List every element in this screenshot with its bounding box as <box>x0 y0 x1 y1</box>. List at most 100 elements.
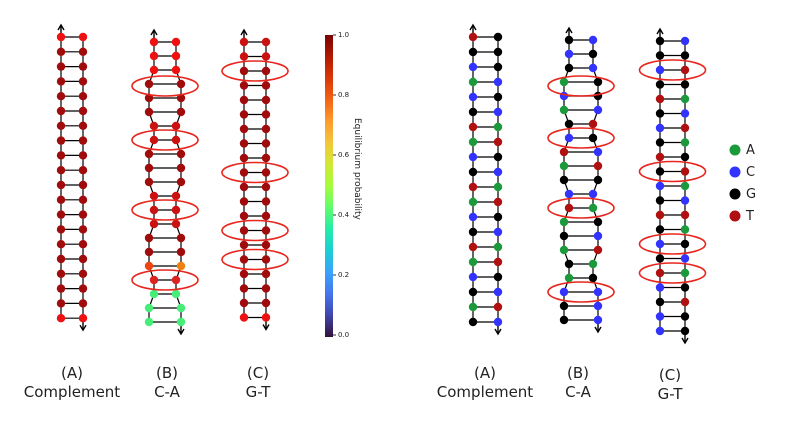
right-a-nucleotide <box>493 182 503 192</box>
left-a-nucleotide <box>56 106 66 116</box>
right-a-nucleotide <box>468 287 478 297</box>
right-b-nucleotide <box>564 273 574 283</box>
left-c-nucleotide <box>239 124 249 134</box>
right-a-nucleotide <box>468 122 478 132</box>
left-a-nucleotide <box>78 77 88 86</box>
right-b-nucleotide <box>559 105 569 115</box>
left-a-nucleotide <box>56 180 66 190</box>
right-c-nucleotide <box>680 167 690 176</box>
colorbar-tick: 0.0 <box>338 331 350 339</box>
left-c-nucleotide <box>239 269 249 279</box>
left-b-nucleotide <box>176 261 186 271</box>
colorbar-title: Equilibrium probability <box>352 118 362 220</box>
right-b-nucleotide <box>559 77 569 87</box>
right-c-nucleotide <box>655 268 665 278</box>
left-a-nucleotide <box>56 62 66 71</box>
left-a-nucleotide <box>56 77 66 86</box>
left-a-nucleotide <box>56 136 66 145</box>
left-a-nucleotide <box>56 121 66 130</box>
left-b-mismatch-ring <box>131 129 199 151</box>
right-b-nucleotide <box>588 35 598 45</box>
left-b-nucleotide <box>149 135 159 145</box>
right-c-nucleotide <box>655 181 665 191</box>
left-label-ca: (B) C-A <box>154 364 180 401</box>
right-b-mismatch-ring <box>547 197 615 219</box>
left-c-nucleotide <box>261 168 271 177</box>
left-b-nucleotide <box>176 107 186 117</box>
right-b-nucleotide <box>588 133 598 143</box>
right-a-nucleotide <box>493 302 503 312</box>
left-b-nucleotide <box>149 65 159 75</box>
right-a-nucleotide <box>468 77 478 87</box>
left-c-nucleotide <box>261 240 271 250</box>
left-b-nucleotide <box>144 303 154 313</box>
right-a-nucleotide <box>468 92 478 102</box>
legend-label-t: T <box>746 209 754 224</box>
left-a-nucleotide <box>78 47 88 56</box>
colorbar-tick: 0.8 <box>338 91 350 99</box>
left-c-nucleotide <box>239 284 249 293</box>
left-c-nucleotide <box>261 211 271 221</box>
left-c-nucleotide <box>239 37 249 47</box>
right-c-nucleotide <box>680 152 690 162</box>
right-c-nucleotide <box>680 181 690 191</box>
right-b-nucleotide <box>564 119 574 129</box>
left-a-nucleotide <box>56 254 66 264</box>
left-b-nucleotide <box>144 233 154 243</box>
left-a-nucleotide <box>56 92 66 101</box>
left-b-nucleotide <box>144 107 154 117</box>
right-c-nucleotide <box>655 210 665 220</box>
left-c-nucleotide <box>239 110 249 119</box>
left-c-nucleotide <box>239 240 249 250</box>
right-b-nucleotide <box>588 63 598 73</box>
left-a-nucleotide <box>78 166 88 175</box>
right-c-nucleotide <box>680 80 690 89</box>
right-c-nucleotide <box>680 123 690 133</box>
left-b-arrowhead-down <box>177 328 185 336</box>
left-a-nucleotide <box>56 32 66 42</box>
right-c-nucleotide <box>680 36 690 46</box>
left-c-nucleotide <box>239 197 249 206</box>
right-b-nucleotide <box>593 301 603 311</box>
right-b-nucleotide <box>588 203 598 213</box>
right-a-nucleotide <box>468 272 478 282</box>
left-c-nucleotide <box>261 110 271 119</box>
left-b-nucleotide <box>171 121 181 131</box>
left-b-nucleotide <box>149 275 159 285</box>
left-a-nucleotide <box>78 210 88 219</box>
left-c-arrowhead-up <box>240 28 248 36</box>
legend-marker-g <box>729 188 741 200</box>
left-c-nucleotide <box>261 313 271 322</box>
colorbar <box>325 35 333 337</box>
right-b-nucleotide <box>564 49 574 59</box>
left-a-nucleotide <box>56 269 66 278</box>
left-b-nucleotide <box>144 149 154 159</box>
right-c-nucleotide <box>655 239 665 249</box>
left-b-nucleotide <box>149 37 159 47</box>
right-b-nucleotide <box>588 273 598 283</box>
right-c-mismatch-ring <box>638 59 707 81</box>
right-c-nucleotide <box>680 196 690 205</box>
right-b-nucleotide <box>593 315 603 325</box>
right-c-nucleotide <box>655 94 665 104</box>
left-b-arrowhead-up <box>150 28 158 36</box>
right-c-nucleotide <box>680 312 690 321</box>
left-b-nucleotide <box>144 317 154 327</box>
right-c-nucleotide <box>655 80 665 89</box>
legend-marker-c <box>729 166 741 178</box>
right-c-nucleotide <box>655 254 665 263</box>
left-a-nucleotide <box>78 180 88 190</box>
left-b-nucleotide <box>144 163 154 173</box>
right-a-nucleotide <box>468 62 478 72</box>
right-label-gt: (C) G-T <box>657 366 683 403</box>
left-a-nucleotide <box>78 121 88 130</box>
left-c-nucleotide <box>261 284 271 293</box>
right-c-nucleotide <box>655 109 665 118</box>
left-b-nucleotide <box>144 177 154 187</box>
left-a-nucleotide <box>78 195 88 204</box>
right-b-nucleotide <box>559 91 569 101</box>
right-b-nucleotide <box>588 49 598 59</box>
right-b-nucleotide <box>593 77 603 87</box>
left-c-nucleotide <box>239 95 249 105</box>
right-a-nucleotide <box>468 32 478 42</box>
